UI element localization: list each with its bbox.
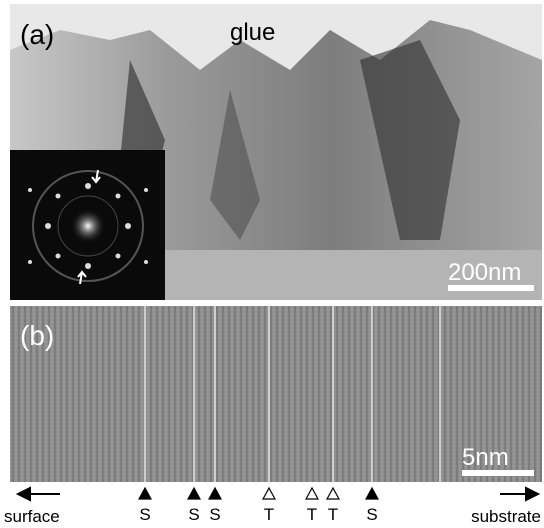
direction-label: surface [4, 507, 60, 526]
marker-label: S [209, 505, 220, 524]
scale-bar-label: 5nm [462, 444, 509, 471]
marker-label: T [328, 505, 338, 524]
arrow-right [500, 488, 538, 500]
panel-label: (a) [20, 19, 54, 50]
marker-label: S [188, 505, 199, 524]
scale-bar-label: 200nm [448, 259, 521, 286]
marker-label: S [139, 505, 150, 524]
direction-label: substrate [471, 507, 541, 526]
marker-triangle [188, 488, 200, 499]
arrow-left [18, 488, 60, 500]
figure: (a) glue 200nm (b) 5nm surface substrate… [0, 0, 544, 528]
panel-label: (b) [20, 320, 54, 351]
marker-label: T [264, 505, 274, 524]
scale-bar [448, 285, 534, 291]
figure-canvas: (a) glue 200nm (b) 5nm surface substrate… [0, 0, 544, 528]
diffraction-inset [10, 150, 165, 300]
marker-triangle [263, 488, 275, 499]
scale-bar [462, 470, 534, 476]
annotation: glue [230, 19, 275, 46]
marker-label: S [366, 505, 377, 524]
marker-label: T [307, 505, 317, 524]
marker-triangle [139, 488, 151, 499]
marker-triangle [209, 488, 221, 499]
marker-triangle [306, 488, 318, 499]
marker-triangle [327, 488, 339, 499]
marker-triangle [366, 488, 378, 499]
